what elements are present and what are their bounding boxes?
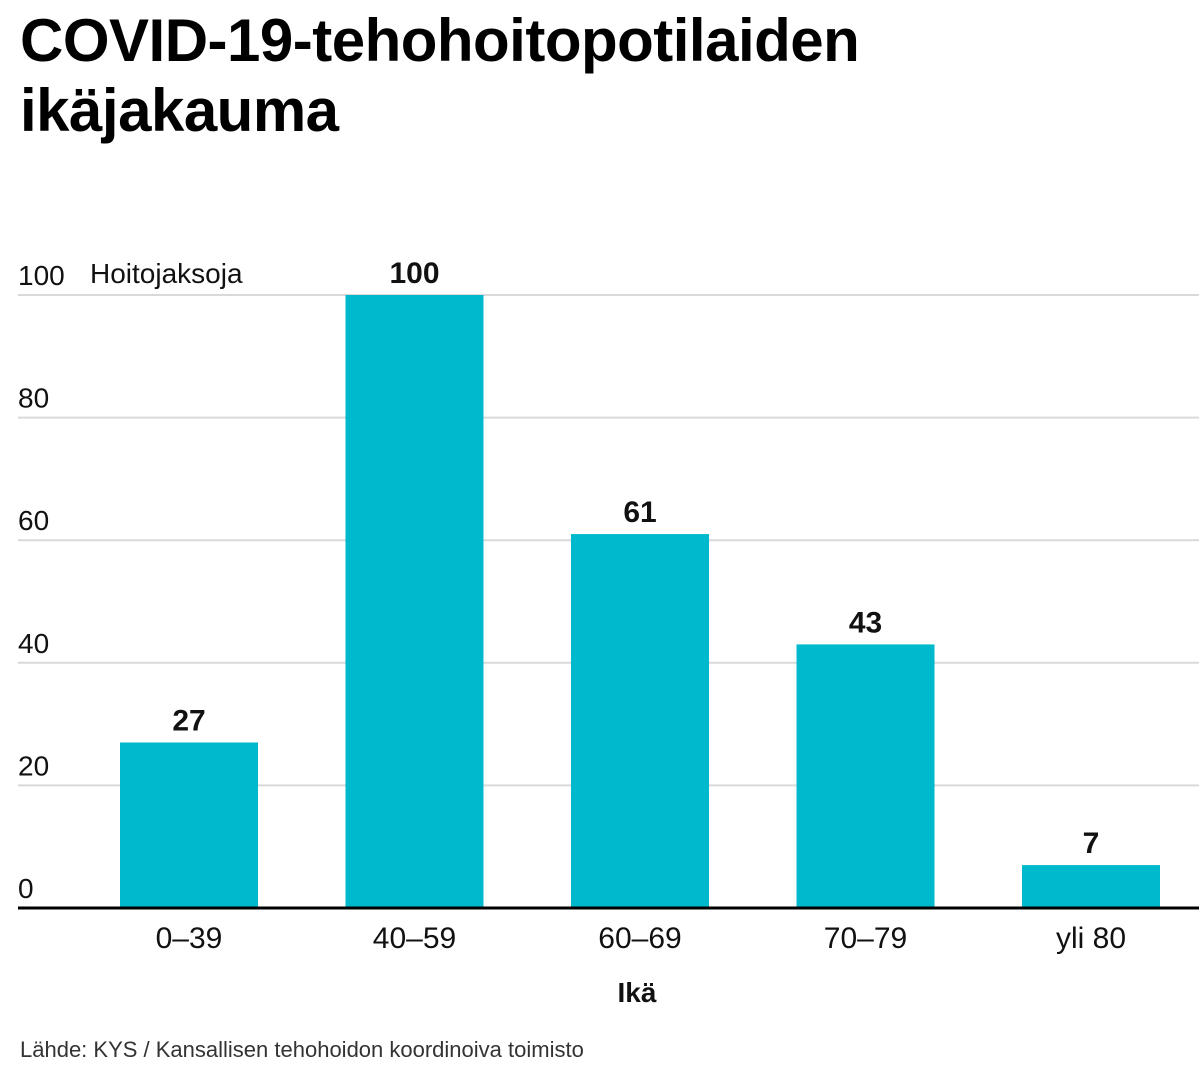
x-tick-label: 70–79 [824,922,907,955]
y-tick-label: 0 [18,873,34,904]
x-axis-label: Ikä [618,977,657,1008]
y-tick-label: 100 [18,260,65,291]
bar [120,742,258,908]
y-tick-label: 80 [18,383,49,414]
source-note: Lähde: KYS / Kansallisen tehohoidon koor… [20,1037,584,1062]
x-tick-label: 0–39 [156,922,223,955]
y-tick-label: 20 [18,750,49,781]
x-tick-label: yli 80 [1056,922,1126,955]
bar [345,295,484,908]
bar [571,534,709,908]
data-label: 43 [849,606,882,639]
bar [1022,865,1160,908]
x-tick-label: 40–59 [373,922,456,955]
data-label: 61 [623,496,656,529]
x-tick-label: 60–69 [598,922,681,955]
data-labels: 27 100 61 43 7 [172,257,1099,860]
bars [120,295,1160,908]
y-tick-label: 60 [18,505,49,536]
chart-title: COVID-19-tehohoitopotilaiden ikäjakauma [20,7,860,144]
data-label: 7 [1083,827,1100,860]
y-axis-ticks: 0 20 40 60 80 100 [18,260,65,904]
x-axis-ticks: 0–39 40–59 60–69 70–79 yli 80 [156,922,1126,955]
y-tick-label: 40 [18,628,49,659]
data-label: 100 [389,257,439,290]
bar [796,644,935,908]
data-label: 27 [172,704,205,737]
y-axis-label: Hoitojaksoja [90,258,243,289]
